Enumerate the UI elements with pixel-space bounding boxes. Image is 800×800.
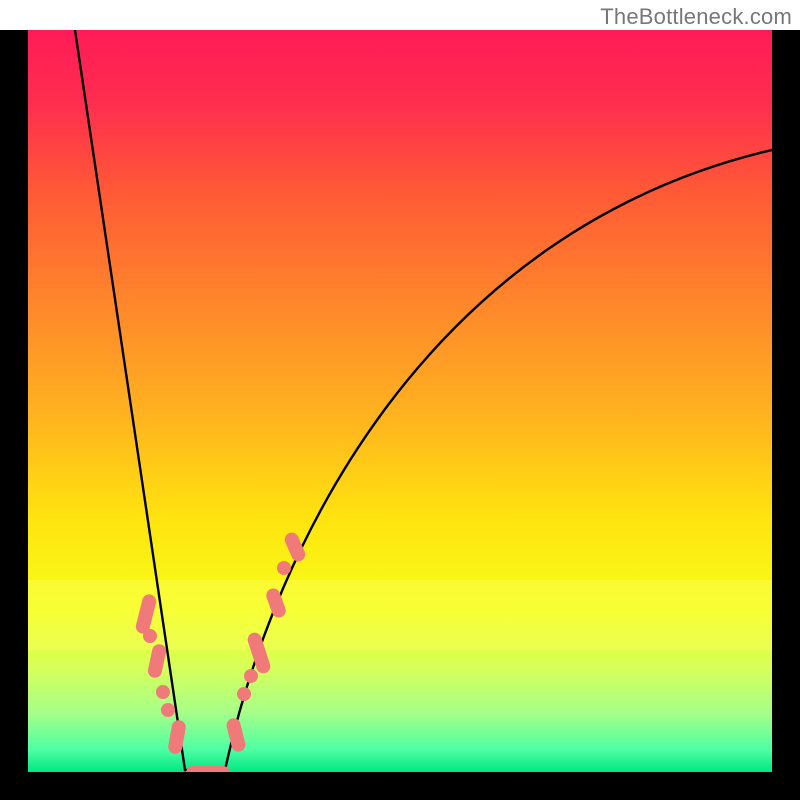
bead-circle — [244, 669, 258, 683]
frame-bottom — [0, 772, 800, 800]
bead-circle — [143, 629, 157, 643]
bead-circle — [277, 561, 291, 575]
watermark-text: TheBottleneck.com — [600, 4, 792, 30]
bottleneck-chart — [0, 0, 800, 800]
bead-circle — [237, 687, 251, 701]
bead-circle — [156, 685, 170, 699]
gradient-background — [28, 30, 772, 772]
frame-left — [0, 0, 28, 800]
frame-right — [772, 0, 800, 800]
bead-circle — [161, 703, 175, 717]
